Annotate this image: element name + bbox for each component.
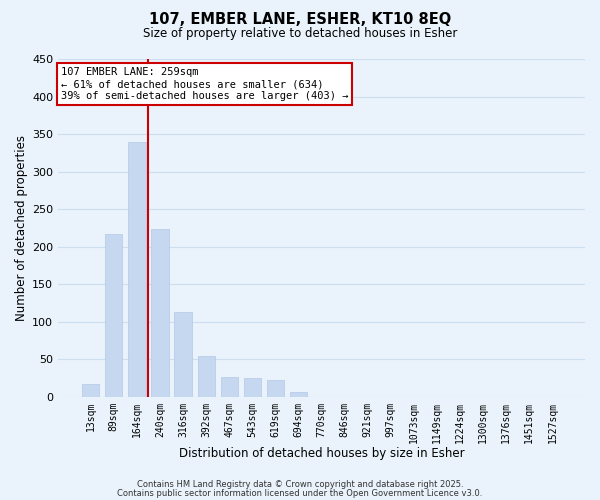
Bar — [175, 312, 192, 397]
Text: Size of property relative to detached houses in Esher: Size of property relative to detached ho… — [143, 28, 457, 40]
Text: 107 EMBER LANE: 259sqm
← 61% of detached houses are smaller (634)
39% of semi-de: 107 EMBER LANE: 259sqm ← 61% of detached… — [61, 68, 348, 100]
Bar — [267, 380, 284, 397]
Bar — [151, 228, 169, 397]
Text: 107, EMBER LANE, ESHER, KT10 8EQ: 107, EMBER LANE, ESHER, KT10 8EQ — [149, 12, 451, 28]
Bar — [197, 356, 215, 397]
Bar — [82, 384, 100, 397]
Y-axis label: Number of detached properties: Number of detached properties — [15, 135, 28, 321]
Bar — [221, 376, 238, 397]
Bar — [128, 142, 146, 397]
Text: Contains HM Land Registry data © Crown copyright and database right 2025.: Contains HM Land Registry data © Crown c… — [137, 480, 463, 489]
Bar — [244, 378, 261, 397]
Bar — [290, 392, 307, 397]
Text: Contains public sector information licensed under the Open Government Licence v3: Contains public sector information licen… — [118, 488, 482, 498]
Bar — [105, 234, 122, 397]
X-axis label: Distribution of detached houses by size in Esher: Distribution of detached houses by size … — [179, 447, 464, 460]
